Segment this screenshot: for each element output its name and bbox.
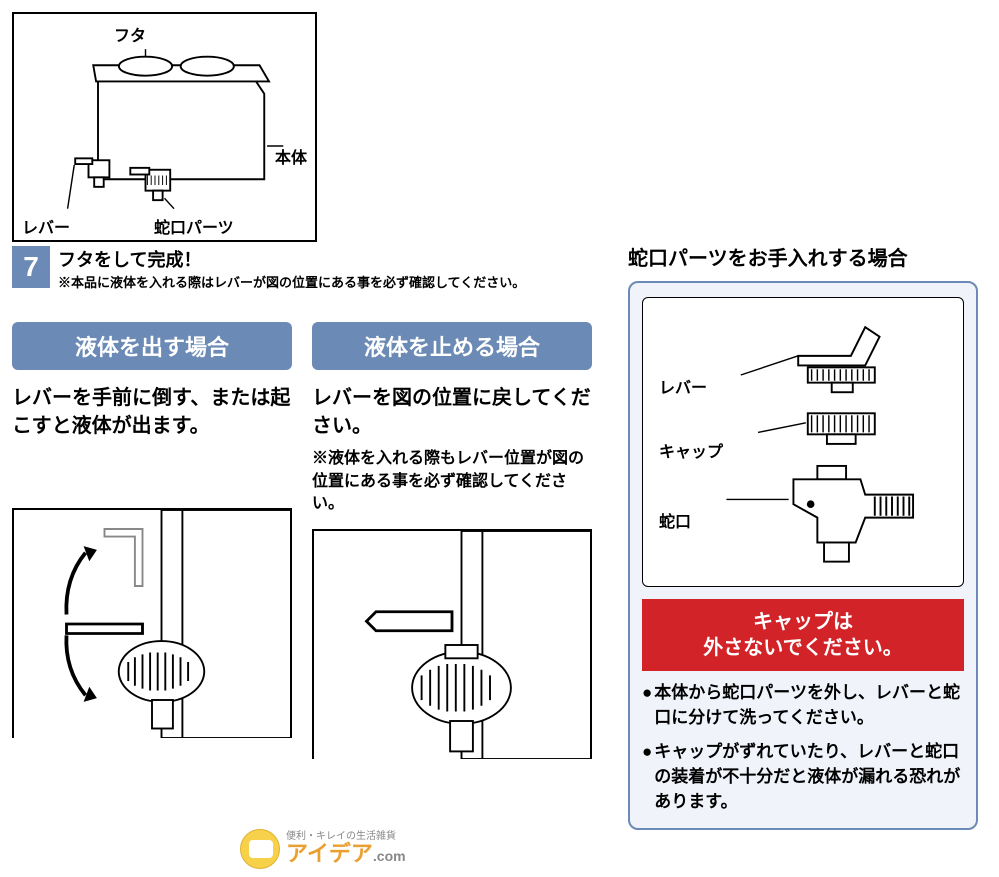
step7-note: ※本品に液体を入れる際はレバーが図の位置にある事を必ず確認してください。 (58, 274, 612, 292)
logo-icon (240, 829, 280, 869)
logo-domain: .com (373, 848, 406, 864)
warning-text: キャップは 外さないでください。 (703, 611, 902, 659)
warning-cap: キャップは 外さないでください。 (642, 599, 964, 671)
cleaning-box: レバー キャップ 蛇口 キャップは 外さないでください。 ● 本体から蛇口パーツ… (628, 281, 978, 830)
proc-stop-figure (312, 529, 592, 759)
proc-out-header: 液体を出す場合 (12, 322, 292, 370)
procedure-dispense: 液体を出す場合 レバーを手前に倒す、または起こすと液体が出ます。 (12, 322, 292, 759)
cleaning-label-jaguchi: 蛇口 (659, 508, 691, 532)
proc-out-text: レバーを手前に倒す、または起こすと液体が出ます。 (12, 384, 292, 440)
proc-stop-note: ※液体を入れる際もレバー位置が図の位置にある事を必ず確認してください。 (312, 448, 592, 515)
proc-stop-header: 液体を止める場合 (312, 322, 592, 370)
label-lever: レバー (22, 214, 70, 238)
label-hontai: 本体 (275, 144, 307, 168)
label-jaguchi: 蛇口パーツ (154, 214, 234, 238)
step7-figure: フタ 本体 レバー 蛇口パーツ (12, 12, 317, 242)
brand-logo: 便利・キレイの生活雑貨 アイデア.com (240, 829, 406, 869)
cleaning-bullet-2: ● キャップがずれていたり、レバーと蛇口の装着が不十分だと液体が漏れる恐れがあり… (642, 740, 964, 814)
proc-stop-text: レバーを図の位置に戻してください。 (312, 384, 592, 440)
logo-brand: アイデア (286, 841, 373, 866)
cleaning-bullet-1: ● 本体から蛇口パーツを外し、レバーと蛇口に分けて洗ってください。 (642, 681, 964, 730)
step7-title: フタをして完成！ (58, 246, 612, 272)
dispenser-diagram (22, 22, 307, 232)
cleaning-label-lever: レバー (659, 374, 707, 398)
proc-out-figure (12, 508, 292, 738)
step-number-7: 7 (12, 246, 50, 288)
label-futa: フタ (114, 22, 146, 46)
procedure-stop: 液体を止める場合 レバーを図の位置に戻してください。 ※液体を入れる際もレバー位… (312, 322, 592, 759)
cleaning-diagram: レバー キャップ 蛇口 (642, 297, 964, 587)
cleaning-label-cap: キャップ (659, 438, 723, 462)
cleaning-title: 蛇口パーツをお手入れする場合 (628, 242, 978, 271)
